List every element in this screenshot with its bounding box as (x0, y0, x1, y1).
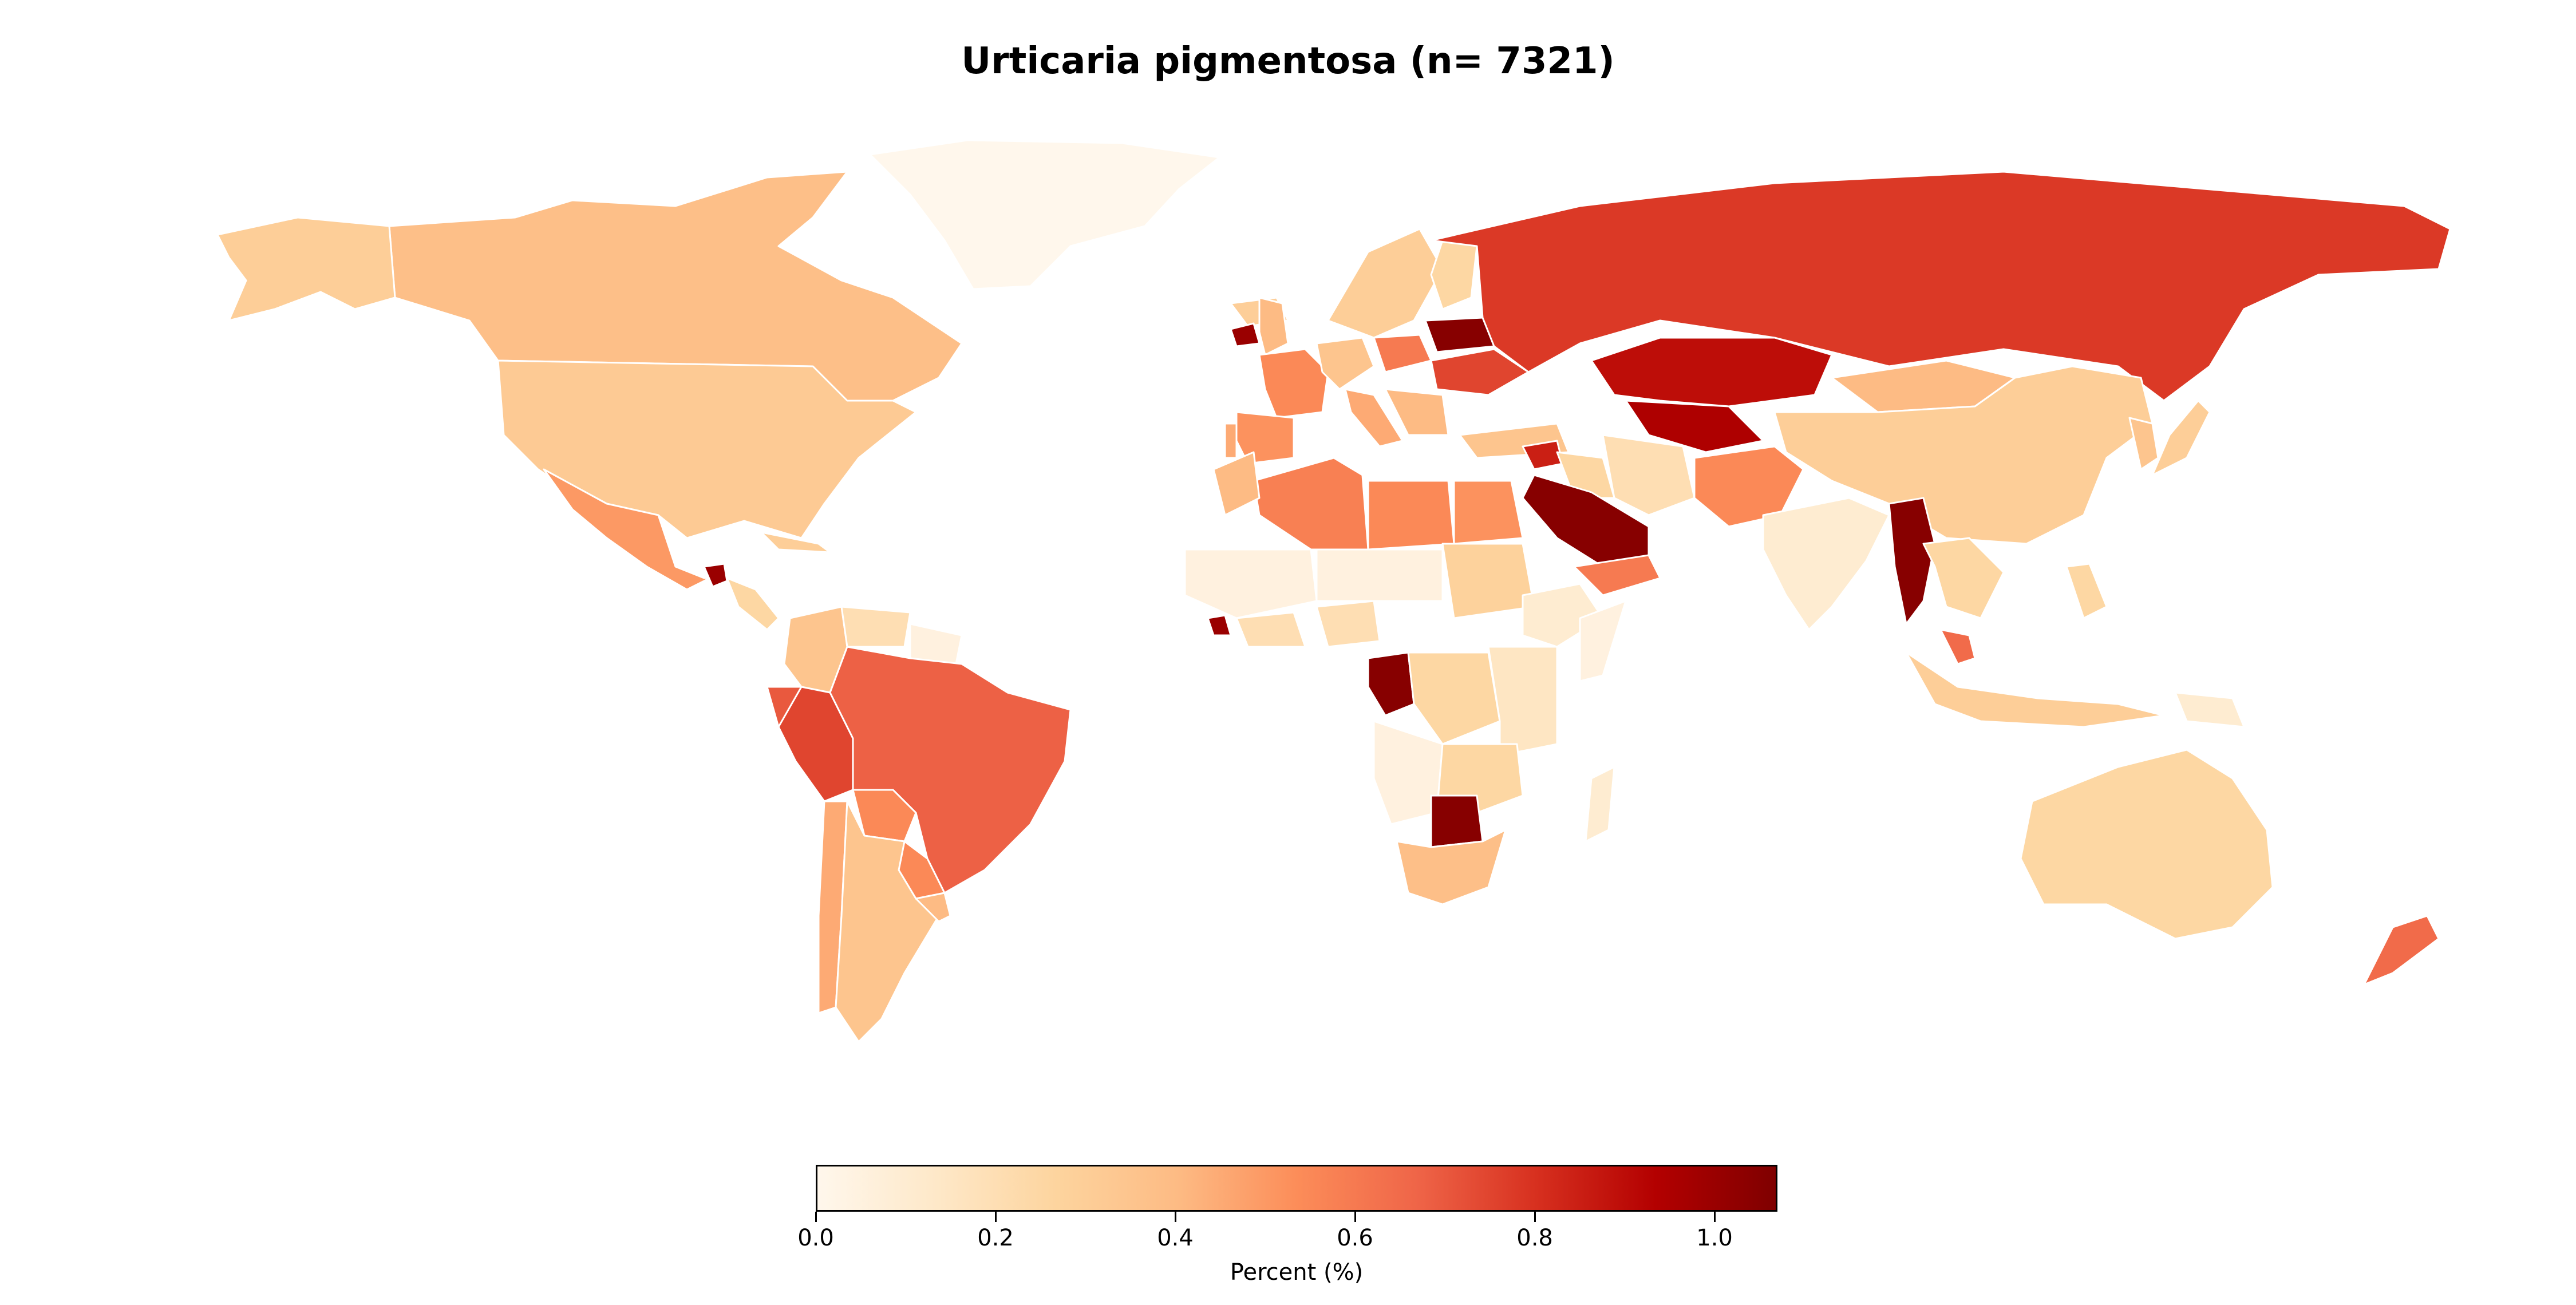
region-poland (1373, 334, 1432, 373)
region-somalia (1579, 600, 1627, 682)
region-malaysia (1939, 628, 1976, 665)
region-indonesia (1905, 651, 2165, 728)
colorbar-tick-mark (1354, 1212, 1357, 1222)
region-argentina (835, 800, 940, 1043)
region-philippines (2065, 563, 2108, 619)
region-morocco (1212, 451, 1261, 516)
region-finland (1430, 239, 1478, 310)
region-new-zealand (2363, 915, 2440, 986)
region-madagascar (1585, 766, 1615, 843)
region-australia (2020, 749, 2274, 940)
region-botswana (1430, 794, 1484, 848)
colorbar-tick-mark (1175, 1212, 1177, 1222)
region-papua-new-guinea (2174, 691, 2245, 728)
region-brazil (829, 646, 1072, 894)
colorbar-tick-mark (995, 1212, 997, 1222)
region-guatemala (703, 563, 728, 588)
region-libya (1367, 480, 1455, 551)
region-uruguay (915, 892, 951, 923)
region-dr-congo (1407, 651, 1501, 745)
region-uzbekistan-turkmenistan (1625, 400, 1764, 453)
region-east-africa (1487, 646, 1558, 757)
region-congo (1367, 651, 1415, 717)
region-nigeria (1315, 600, 1381, 648)
region-west-sahel (1184, 548, 1318, 619)
colorbar-tick-label: 0.4 (1157, 1225, 1194, 1251)
colorbar (816, 1165, 1777, 1212)
region-niger-chad (1315, 548, 1444, 602)
region-india (1762, 497, 1890, 631)
region-algeria (1253, 457, 1369, 551)
map-title: Urticaria pigmentosa (n= 7321) (961, 40, 1615, 82)
region-ghana-ivory-coast (1235, 611, 1306, 648)
region-korea (2128, 417, 2159, 470)
region-south-africa (1396, 829, 1507, 905)
region-greenland (869, 139, 1220, 290)
world-map (216, 139, 2451, 1043)
colorbar-tick-label: 0.2 (977, 1225, 1014, 1251)
region-yemen-oman (1573, 554, 1661, 596)
region-germany (1315, 337, 1375, 390)
region-venezuela (840, 606, 911, 648)
region-guyana-suriname (909, 623, 963, 665)
region-thailand-vietnam (1922, 537, 2005, 619)
region-italy (1344, 388, 1404, 448)
region-iran (1602, 434, 1696, 516)
colorbar-tick-label: 0.8 (1516, 1225, 1553, 1251)
region-cuba (760, 531, 831, 553)
region-france (1258, 348, 1329, 419)
colorbar-tick-mark (1714, 1212, 1716, 1222)
region-myanmar (1888, 497, 1936, 625)
region-liberia (1207, 614, 1232, 636)
colorbar-tick-label: 1.0 (1696, 1225, 1733, 1251)
colorbar-tick-label: 0.6 (1337, 1225, 1373, 1251)
region-japan (2151, 400, 2211, 476)
region-ukraine (1430, 348, 1530, 396)
colorbar-tick-mark (815, 1212, 817, 1222)
colorbar-label: Percent (%) (1230, 1259, 1364, 1286)
region-russia (1430, 171, 2451, 402)
region-bolivia (852, 789, 917, 843)
region-portugal (1224, 422, 1238, 459)
region-syria (1522, 440, 1564, 470)
region-sudan (1441, 543, 1535, 619)
colorbar-tick-mark (1534, 1212, 1536, 1222)
region-central-america (726, 577, 780, 631)
region-balkans (1384, 388, 1449, 436)
region-angola (1373, 720, 1444, 825)
region-ireland (1230, 322, 1261, 347)
region-kazakhstan (1590, 337, 1833, 408)
region-egypt (1453, 480, 1524, 545)
colorbar-tick-label: 0.0 (797, 1225, 834, 1251)
region-china (1773, 365, 2154, 545)
region-alaska (216, 216, 396, 322)
region-united-kingdom (1258, 296, 1289, 356)
